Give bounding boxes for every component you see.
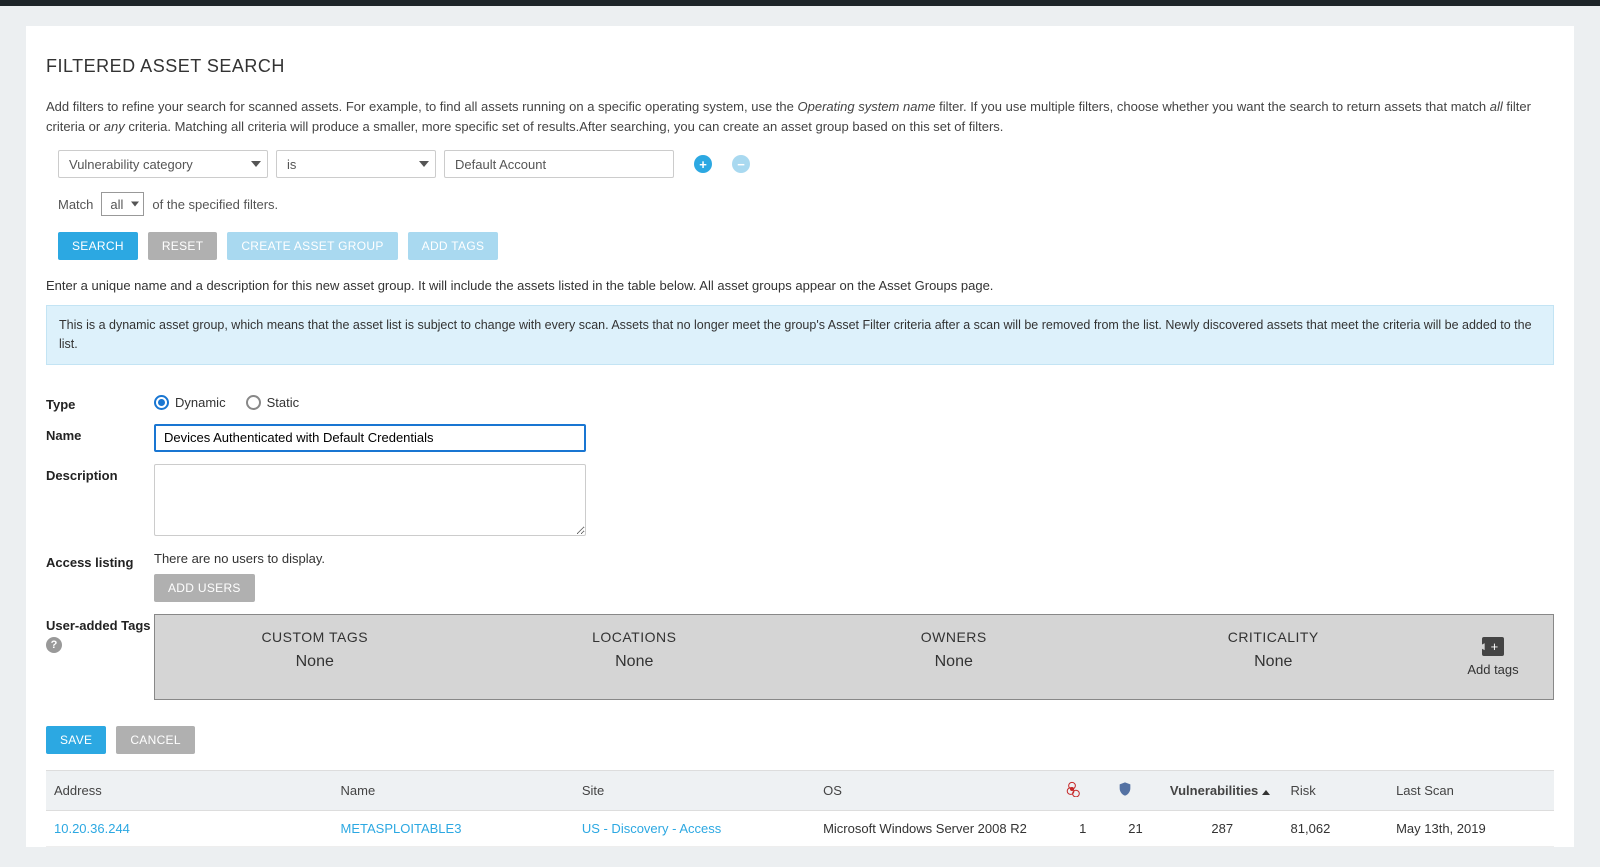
filter-operator-select[interactable]: is (276, 150, 436, 178)
cell-site[interactable]: US - Discovery - Access (582, 821, 721, 836)
intro-part: filter. If you use multiple filters, cho… (936, 99, 1490, 114)
filter-field-value: Vulnerability category (69, 157, 193, 172)
cell-risk: 81,062 (1283, 810, 1389, 846)
intro-text: Add filters to refine your search for sc… (46, 97, 1554, 136)
cell-last-scan: May 13th, 2019 (1388, 810, 1554, 846)
tags-panel: CUSTOM TAGS None LOCATIONS None OWNERS N… (154, 614, 1554, 700)
radio-label: Dynamic (175, 395, 226, 410)
table-header-row: Address Name Site OS Vulnerabilities (46, 770, 1554, 810)
biohazard-icon (1064, 781, 1080, 797)
match-post: of the specified filters. (152, 197, 278, 212)
chevron-down-icon (251, 161, 261, 167)
intro-part: Add filters to refine your search for sc… (46, 99, 798, 114)
match-pre: Match (58, 197, 93, 212)
col-vulnerabilities[interactable]: Vulnerabilities (1162, 770, 1283, 810)
tags-col-value: None (485, 653, 785, 671)
col-address[interactable]: Address (46, 770, 333, 810)
cell-vulns: 287 (1162, 810, 1283, 846)
access-listing-text: There are no users to display. (154, 551, 1554, 566)
help-icon[interactable]: ? (46, 637, 62, 653)
intro-part: criteria. Matching all criteria will pro… (125, 119, 1004, 134)
add-tags-button[interactable]: ADD TAGS (408, 232, 499, 260)
shield-icon (1117, 781, 1133, 797)
radio-icon (246, 395, 261, 410)
cancel-button[interactable]: CANCEL (116, 726, 194, 754)
tags-col-value: None (804, 653, 1104, 671)
col-vulns-label: Vulnerabilities (1170, 783, 1258, 798)
action-buttons: SEARCH RESET CREATE ASSET GROUP ADD TAGS (58, 232, 1554, 260)
name-label: Name (46, 424, 154, 443)
save-cancel-row: SAVE CANCEL (46, 726, 1554, 754)
match-value: all (110, 197, 123, 212)
tags-col-header: LOCATIONS (485, 629, 785, 645)
page-title: FILTERED ASSET SEARCH (46, 56, 1554, 77)
sort-asc-icon (1262, 790, 1270, 795)
info-box: This is a dynamic asset group, which mea… (46, 305, 1554, 365)
col-malware-icon[interactable] (1056, 770, 1109, 810)
cell-exploit: 21 (1109, 810, 1162, 846)
filter-row: Vulnerability category is + − (58, 150, 1554, 178)
description-label: Description (46, 464, 154, 483)
group-note: Enter a unique name and a description fo… (46, 278, 1554, 293)
description-input[interactable] (154, 464, 586, 536)
chevron-down-icon (131, 202, 139, 207)
tags-col-owners: OWNERS None (794, 615, 1114, 699)
tags-col-value: None (165, 653, 465, 671)
cell-name[interactable]: METASPLOITABLE3 (341, 821, 462, 836)
match-select[interactable]: all (101, 192, 144, 216)
user-tags-label: User-added Tags (46, 614, 154, 633)
cell-malware: 1 (1056, 810, 1109, 846)
save-button[interactable]: SAVE (46, 726, 106, 754)
type-static-radio[interactable]: Static (246, 395, 300, 410)
col-site[interactable]: Site (574, 770, 815, 810)
search-button[interactable]: SEARCH (58, 232, 138, 260)
filter-value-input[interactable] (444, 150, 674, 178)
add-tag-chip-icon: + (1482, 637, 1505, 656)
add-tags-area[interactable]: + Add tags (1433, 615, 1553, 699)
cell-address[interactable]: 10.20.36.244 (54, 821, 130, 836)
tags-col-criticality: CRITICALITY None (1114, 615, 1434, 699)
table-row[interactable]: 10.20.36.244 METASPLOITABLE3 US - Discov… (46, 810, 1554, 846)
tags-col-value: None (1124, 653, 1424, 671)
radio-icon (154, 395, 169, 410)
col-last-scan[interactable]: Last Scan (1388, 770, 1554, 810)
remove-filter-button[interactable]: − (732, 155, 750, 173)
col-os[interactable]: OS (815, 770, 1056, 810)
add-filter-button[interactable]: + (694, 155, 712, 173)
access-listing-label: Access listing (46, 551, 154, 570)
col-risk[interactable]: Risk (1283, 770, 1389, 810)
col-name[interactable]: Name (333, 770, 574, 810)
type-label: Type (46, 393, 154, 412)
tags-col-header: CRITICALITY (1124, 629, 1424, 645)
tags-col-header: OWNERS (804, 629, 1104, 645)
chevron-down-icon (419, 161, 429, 167)
type-radio-group: Dynamic Static (154, 393, 1554, 410)
filter-field-select[interactable]: Vulnerability category (58, 150, 268, 178)
type-dynamic-radio[interactable]: Dynamic (154, 395, 226, 410)
add-tags-label: Add tags (1467, 662, 1518, 677)
match-row: Match all of the specified filters. (58, 192, 1554, 216)
intro-em: any (104, 119, 125, 134)
add-users-button[interactable]: ADD USERS (154, 574, 255, 602)
tags-col-locations: LOCATIONS None (475, 615, 795, 699)
radio-label: Static (267, 395, 300, 410)
intro-em: Operating system name (798, 99, 936, 114)
tags-col-custom: CUSTOM TAGS None (155, 615, 475, 699)
cell-os: Microsoft Windows Server 2008 R2 (815, 810, 1056, 846)
reset-button[interactable]: RESET (148, 232, 218, 260)
intro-em: all (1490, 99, 1503, 114)
tags-col-header: CUSTOM TAGS (165, 629, 465, 645)
filter-op-value: is (287, 157, 296, 172)
create-asset-group-button[interactable]: CREATE ASSET GROUP (227, 232, 397, 260)
name-input[interactable] (154, 424, 586, 452)
assets-table: Address Name Site OS Vulnerabilities (46, 770, 1554, 847)
col-exploit-icon[interactable] (1109, 770, 1162, 810)
